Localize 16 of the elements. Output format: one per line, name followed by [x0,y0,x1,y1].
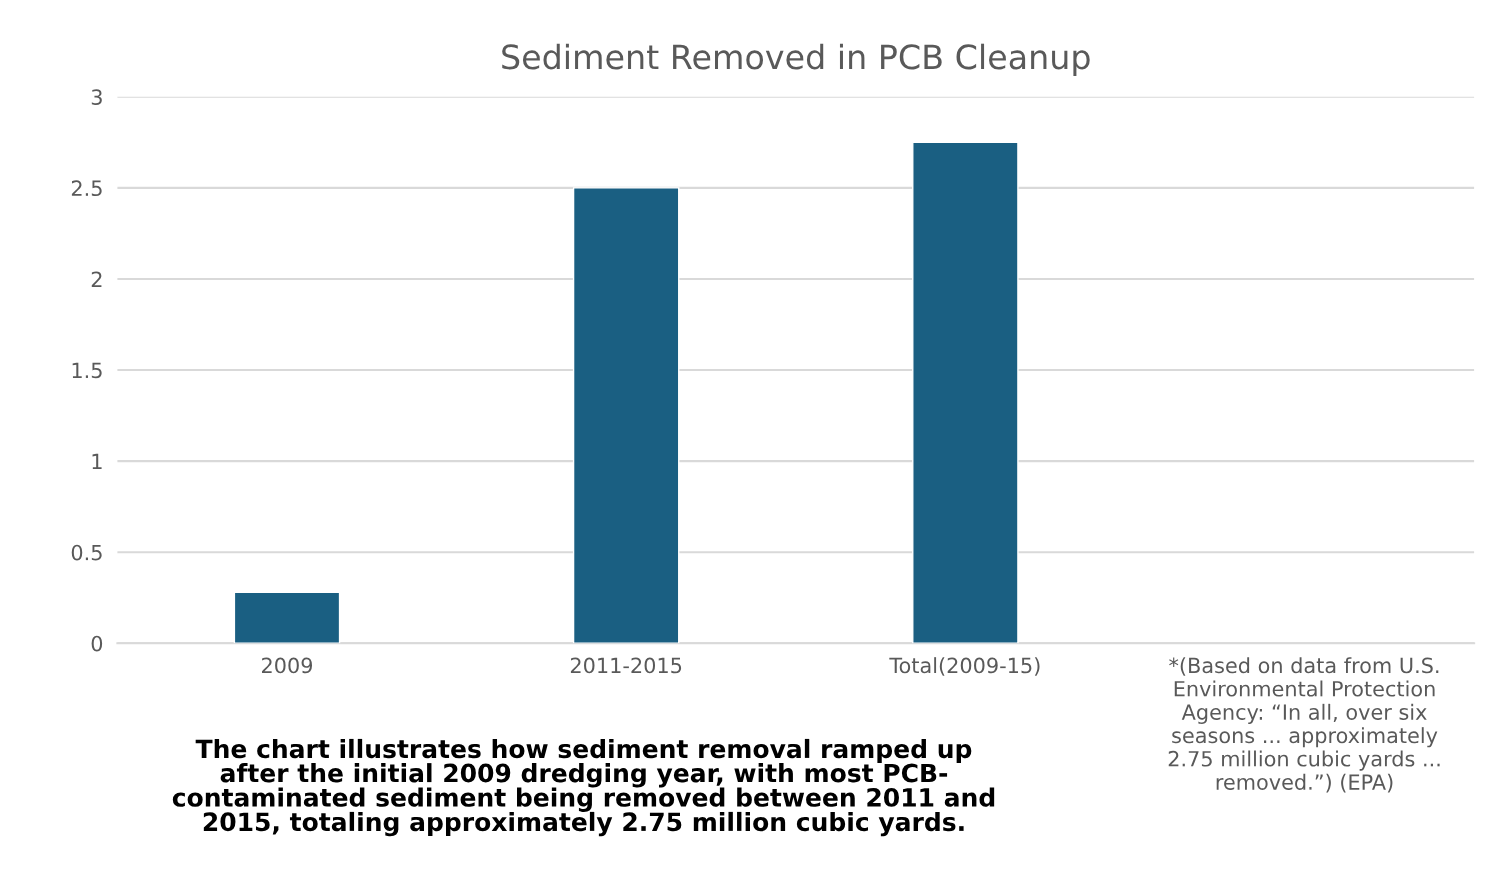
chart-title: Sediment Removed in PCB Cleanup [502,43,1090,76]
text: The chart illustrates how sediment removal ramped up after the initial 2009 dredging year, with most PCB- contaminated sediment being removed between 2011 and 2015, totaling approximately 2.75 million cubic yards. [172,738,995,837]
y-tick-label: 3 [91,89,102,106]
y-tick-label: 2.5 [71,180,102,197]
bar [912,141,1019,644]
y-tick-label: 0 [91,635,103,652]
x-tick-label: 2009 [262,657,313,674]
x-tick-label: 2011-2015 [570,657,682,674]
x-tick-label: Total(2009-15) [889,657,1040,676]
y-tick-label: 2 [91,271,102,287]
bar [572,187,680,644]
x-tick-label: *(Based on data from U.S. Environmental Protection Agency: “In all, over six seasons ... approximately 2.75 million cubic yards ... removed.”) (EPA) [1168,657,1440,793]
bar [233,591,341,644]
y-tick-label: 1 [92,453,102,470]
y-tick-label: 1.5 [72,362,102,379]
y-tick-label: 0.5 [71,544,102,561]
